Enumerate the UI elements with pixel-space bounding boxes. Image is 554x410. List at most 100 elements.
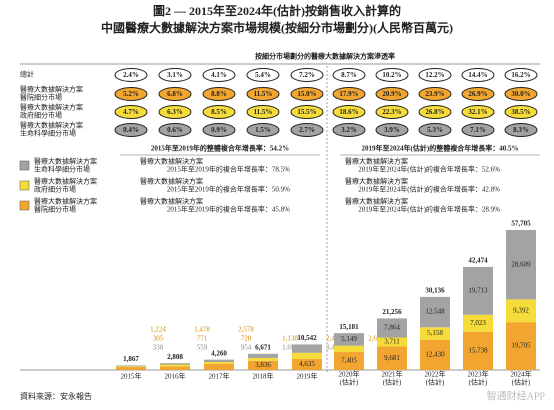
penetration-label: 3.9% xyxy=(384,126,400,134)
segment-label: 954 xyxy=(241,344,252,352)
penetration-label: 11.5% xyxy=(254,90,273,98)
penetration-marker xyxy=(504,105,538,119)
segment-label: 2,627 xyxy=(368,335,384,343)
bar-segment xyxy=(248,357,278,361)
bar-segment xyxy=(116,365,146,367)
cagr-line: 2019年至2024年(估計)的複合年增長率：28.9% xyxy=(358,205,500,214)
bar-segment xyxy=(377,346,407,370)
penetration-label: 11.5% xyxy=(254,108,273,116)
penetration-marker xyxy=(246,68,280,82)
bar-segment xyxy=(463,331,493,370)
penetration-label: 5.4% xyxy=(255,71,271,79)
x-tick-label: 2019年 xyxy=(297,372,318,381)
penetration-marker xyxy=(202,87,236,101)
penetration-marker xyxy=(290,68,324,82)
segment-label: 7,023 xyxy=(470,319,486,327)
cagr-line: 2019年至2024年(估計)的複合年增長率：52.6% xyxy=(358,165,500,174)
penetration-marker xyxy=(246,105,280,119)
chart-subtitle: 中國醫療大數據解決方案市場規模(按細分市場劃分)(人民幣百萬元) xyxy=(101,20,453,35)
penetration-label: 22.3% xyxy=(382,108,401,116)
penetration-marker xyxy=(202,105,236,119)
total-label: 4,260 xyxy=(211,349,227,357)
bar-segment xyxy=(506,229,536,300)
penetration-marker xyxy=(158,105,192,119)
total-label: 6,671 xyxy=(255,343,271,351)
penetration-label: 30.0% xyxy=(511,90,530,98)
segment-label: 9,681 xyxy=(384,354,400,362)
bar-segment xyxy=(506,299,536,323)
bar-segment xyxy=(204,363,234,370)
penetration-marker xyxy=(375,123,409,137)
penetration-marker xyxy=(158,123,192,137)
x-tick-label: 2016年 xyxy=(165,372,186,381)
bar-segment xyxy=(204,359,234,362)
penetration-marker xyxy=(418,105,452,119)
row-label: 醫療大數據解決方案 xyxy=(20,121,83,130)
x-tick-label: 2024年 xyxy=(511,370,532,379)
bar-segment xyxy=(160,363,190,365)
total-label: 30,136 xyxy=(425,286,445,294)
penetration-label: 8.5% xyxy=(211,108,227,116)
segment-label: 1,138 xyxy=(282,335,298,343)
cagr-line: 2015年至2019年的複合年增長率：78.5% xyxy=(167,165,290,174)
penetration-label: 3.1% xyxy=(167,71,183,79)
bar-segment xyxy=(420,327,450,340)
legend-label: 醫療大數據解決方案 xyxy=(34,177,97,186)
penetration-label: 26.8% xyxy=(425,108,444,116)
penetration-label: 26.9% xyxy=(468,90,487,98)
penetration-label: 8.8% xyxy=(211,90,227,98)
cagr-overall: 2015年至2019年的整體複合年增長率：54.2% xyxy=(151,144,289,153)
x-tick-label: (估計) xyxy=(383,378,402,387)
bar-segment xyxy=(420,339,450,370)
segment-label: 338 xyxy=(153,344,164,352)
penetration-label: 8.7% xyxy=(341,71,357,79)
bar-segment xyxy=(204,361,234,364)
bar-segment xyxy=(248,353,278,358)
penetration-marker xyxy=(114,68,148,82)
x-tick-label: (估計) xyxy=(512,378,531,387)
bar-segment xyxy=(377,337,407,347)
legend-label: 醫院細分市場 xyxy=(34,205,76,214)
cagr-overall: 2019年至2024年(估計)的整體複合年增長率：40.5% xyxy=(362,144,519,153)
legend-swatch xyxy=(19,180,30,191)
row-label: 醫療大數據解決方案 xyxy=(20,85,83,94)
penetration-marker xyxy=(418,123,452,137)
segment-label: 9,392 xyxy=(513,306,529,314)
legend-label-dup: 醫療大數據解決方案 xyxy=(140,197,203,206)
segment-label: 28,609 xyxy=(511,260,531,268)
segment-label: 7,405 xyxy=(341,357,357,365)
segment-label: 5,158 xyxy=(427,329,443,337)
penetration-label: 7.1% xyxy=(470,126,486,134)
segment-label: 4,635 xyxy=(299,360,315,368)
penetration-marker xyxy=(418,68,452,82)
row-label: 生命科學細分市場 xyxy=(20,129,76,138)
bar-segment xyxy=(463,314,493,332)
bar-segment xyxy=(334,352,364,370)
penetration-label: 3.2% xyxy=(341,126,357,134)
bar-segment xyxy=(116,366,146,368)
bar-segment xyxy=(292,344,322,353)
penetration-marker xyxy=(246,123,280,137)
penetration-marker xyxy=(114,87,148,101)
penetration-label: 14.4% xyxy=(468,71,487,79)
penetration-marker xyxy=(461,123,495,137)
bar-segment xyxy=(160,366,190,370)
penetration-label: 0.6% xyxy=(167,126,183,134)
penetration-marker xyxy=(114,123,148,137)
total-label: 57,705 xyxy=(511,220,531,228)
segment-label: 3,711 xyxy=(384,338,400,346)
total-label: 42,474 xyxy=(468,257,488,265)
x-tick-label: 2023年 xyxy=(468,370,489,379)
total-label: 15,181 xyxy=(339,323,359,331)
segment-label: 12,430 xyxy=(425,351,445,359)
legend-swatch xyxy=(19,160,30,171)
penetration-marker xyxy=(504,87,538,101)
x-tick-label: 2022年 xyxy=(425,370,446,379)
x-tick-label: 2018年 xyxy=(253,372,274,381)
bar-segment xyxy=(377,318,407,338)
legend-label-dup: 醫療大數據解決方案 xyxy=(140,177,203,186)
x-tick-label: 2017年 xyxy=(209,372,230,381)
segment-label: 2,578 xyxy=(238,326,254,334)
legend-label-dup: 醫療大數據解決方案 xyxy=(345,157,408,166)
